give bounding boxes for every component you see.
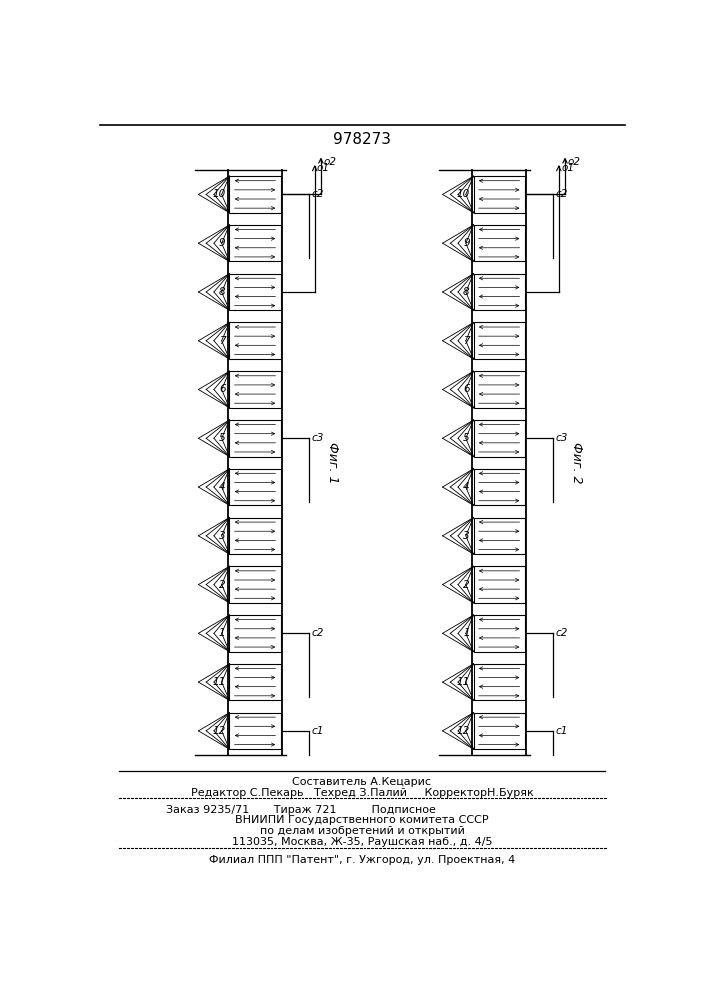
Bar (474, 420, 525, 457)
Bar (230, 225, 281, 261)
Bar (474, 713, 525, 749)
Text: 11: 11 (457, 677, 469, 687)
Bar (474, 322, 525, 359)
Text: 6: 6 (463, 384, 469, 394)
Bar (230, 469, 281, 505)
Text: 8: 8 (463, 287, 469, 297)
Text: о2: о2 (567, 157, 580, 167)
Bar (474, 469, 525, 505)
Text: 2: 2 (463, 580, 469, 590)
Text: Филиал ППП "Патент", г. Ужгород, ул. Проектная, 4: Филиал ППП "Патент", г. Ужгород, ул. Про… (209, 855, 515, 865)
Bar (230, 371, 281, 408)
Text: 113035, Москва, Ж-35, Раушская наб., д. 4/5: 113035, Москва, Ж-35, Раушская наб., д. … (232, 837, 492, 847)
Bar (474, 225, 525, 261)
Text: 11: 11 (212, 677, 226, 687)
Bar (230, 664, 281, 700)
Text: 4: 4 (219, 482, 226, 492)
Text: 9: 9 (219, 238, 226, 248)
Text: 9: 9 (463, 238, 469, 248)
Text: 8: 8 (219, 287, 226, 297)
Bar (230, 274, 281, 310)
Text: с3: с3 (312, 433, 324, 443)
Text: 10: 10 (212, 189, 226, 199)
Text: Фиг. 2: Фиг. 2 (570, 442, 583, 483)
Bar (474, 566, 525, 603)
Bar (230, 176, 281, 213)
Text: с2: с2 (312, 628, 324, 638)
Text: Редактор С.Пекарь   Техред З.Палий     КорректорН.Буряк: Редактор С.Пекарь Техред З.Палий Коррект… (191, 788, 533, 798)
Text: 3: 3 (463, 531, 469, 541)
Text: 978273: 978273 (333, 132, 391, 147)
Bar (474, 664, 525, 700)
Bar (474, 274, 525, 310)
Bar (230, 420, 281, 457)
Bar (230, 518, 281, 554)
Bar (230, 713, 281, 749)
Bar (230, 322, 281, 359)
Text: ВНИИПИ Государственного комитета СССР: ВНИИПИ Государственного комитета СССР (235, 815, 489, 825)
Text: о1: о1 (317, 163, 330, 173)
Bar (230, 566, 281, 603)
Bar (230, 615, 281, 652)
Text: Фиг. 1: Фиг. 1 (326, 442, 339, 483)
Text: 2: 2 (219, 580, 226, 590)
Text: 4: 4 (463, 482, 469, 492)
Text: 3: 3 (219, 531, 226, 541)
Bar (474, 176, 525, 213)
Text: 12: 12 (457, 726, 469, 736)
Text: 7: 7 (219, 336, 226, 346)
Text: 5: 5 (219, 433, 226, 443)
Text: с1: с1 (556, 726, 568, 736)
Text: 10: 10 (457, 189, 469, 199)
Text: с2: с2 (556, 189, 568, 199)
Text: Заказ 9235/71       Тираж 721          Подписное: Заказ 9235/71 Тираж 721 Подписное (166, 805, 436, 815)
Text: 12: 12 (212, 726, 226, 736)
Text: о2: о2 (323, 157, 337, 167)
Bar (474, 615, 525, 652)
Text: 1: 1 (463, 628, 469, 638)
Text: с2: с2 (556, 628, 568, 638)
Bar (474, 371, 525, 408)
Bar (474, 518, 525, 554)
Text: по делам изобретений и открытий: по делам изобретений и открытий (259, 826, 464, 836)
Text: с2: с2 (312, 189, 324, 199)
Text: 7: 7 (463, 336, 469, 346)
Text: Составитель А.Кецарис: Составитель А.Кецарис (293, 777, 431, 787)
Text: о1: о1 (561, 163, 574, 173)
Text: с1: с1 (312, 726, 324, 736)
Text: 5: 5 (463, 433, 469, 443)
Text: с3: с3 (556, 433, 568, 443)
Text: 1: 1 (219, 628, 226, 638)
Text: 6: 6 (219, 384, 226, 394)
